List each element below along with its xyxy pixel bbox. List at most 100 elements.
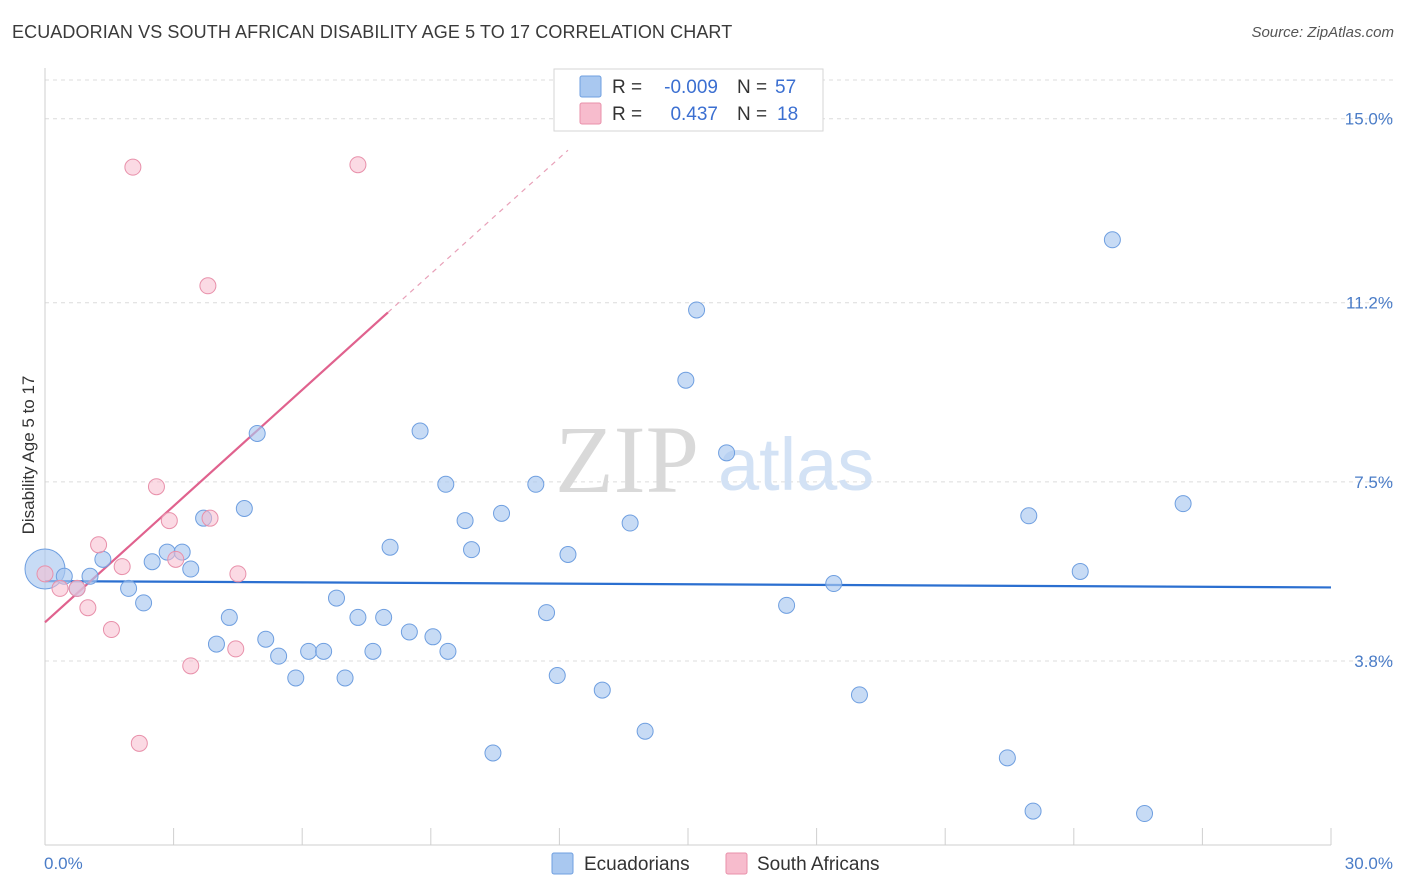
point-ecuadorians-4 [94, 550, 112, 568]
watermark-zip: ZIP [555, 406, 699, 513]
y-axis-label: Disability Age 5 to 17 [19, 376, 38, 535]
point-south-africans-15 [227, 640, 245, 658]
point-south-africans-16 [229, 565, 247, 583]
legend-n-label-2: N = [737, 104, 767, 125]
trend-line-ecuadorians [44, 580, 1332, 589]
axes [44, 68, 1332, 846]
point-ecuadorians-6 [135, 594, 153, 612]
point-ecuadorians-42 [636, 722, 654, 740]
point-south-africans-12 [182, 657, 200, 675]
point-ecuadorians-7 [143, 553, 161, 571]
point-south-africans-17 [349, 156, 367, 174]
point-ecuadorians-47 [825, 575, 843, 593]
y-tick-label-3: 15.0% [1345, 110, 1393, 129]
legend-r-label-1: R = [612, 77, 642, 98]
point-ecuadorians-40 [593, 681, 611, 699]
point-ecuadorians-50 [1020, 507, 1038, 525]
point-ecuadorians-49 [998, 749, 1016, 767]
point-ecuadorians-20 [315, 642, 333, 660]
watermark-atlas: atlas [718, 423, 874, 506]
point-ecuadorians-25 [381, 538, 399, 556]
trend-line-south-africans-extension [387, 149, 569, 313]
point-ecuadorians-46 [778, 596, 796, 614]
x-tick-label-0: 0.0% [44, 854, 83, 873]
point-ecuadorians-34 [484, 744, 502, 762]
point-ecuadorians-21 [327, 589, 345, 607]
point-south-africans-7 [124, 158, 142, 176]
point-ecuadorians-54 [1136, 805, 1154, 823]
y-tick-label-1: 7.5% [1354, 473, 1393, 492]
bottom-legend-swatch-ecuadorians [551, 852, 574, 875]
legend-n-label-1: N = [737, 77, 767, 98]
point-ecuadorians-35 [493, 504, 511, 522]
point-south-africans-4 [90, 536, 108, 554]
bottom-legend-swatch-south-africans [725, 852, 748, 875]
point-south-africans-1 [51, 579, 69, 597]
point-ecuadorians-36 [527, 475, 545, 493]
legend: R = -0.009 N = 57 R = 0.437 N = 18 [553, 68, 824, 132]
point-south-africans-2 [68, 579, 86, 597]
x-tick-label-1: 30.0% [1345, 854, 1393, 873]
point-ecuadorians-3 [81, 567, 99, 585]
point-south-africans-0 [36, 565, 54, 583]
legend-swatch-south-africans [579, 102, 602, 125]
grid-lines [45, 79, 1394, 662]
legend-swatch-ecuadorians [579, 75, 602, 98]
point-ecuadorians-44 [688, 301, 706, 319]
point-ecuadorians-30 [437, 475, 455, 493]
point-ecuadorians-51 [1024, 802, 1042, 820]
point-ecuadorians-24 [364, 642, 382, 660]
point-ecuadorians-31 [439, 642, 457, 660]
point-ecuadorians-22 [336, 669, 354, 687]
point-ecuadorians-37 [538, 604, 556, 622]
point-ecuadorians-39 [559, 545, 577, 563]
point-south-africans-9 [147, 478, 165, 496]
bottom-legend: Ecuadorians South Africans [551, 852, 880, 875]
point-south-africans-8 [130, 734, 148, 752]
point-south-africans-11 [167, 550, 185, 568]
point-ecuadorians-53 [1103, 231, 1121, 249]
point-ecuadorians-10 [182, 560, 200, 578]
point-ecuadorians-38 [548, 667, 566, 685]
point-ecuadorians-16 [257, 630, 275, 648]
y-tick-label-0: 3.8% [1354, 652, 1393, 671]
point-ecuadorians-28 [411, 422, 429, 440]
point-south-africans-14 [201, 509, 219, 527]
legend-r-label-2: R = [612, 104, 642, 125]
legend-n-value-1: 57 [775, 77, 796, 98]
legend-r-value-2: 0.437 [670, 104, 718, 125]
chart-title: ECUADORIAN VS SOUTH AFRICAN DISABILITY A… [12, 22, 733, 42]
point-ecuadorians-55 [1174, 495, 1192, 513]
bottom-legend-label-ecuadorians: Ecuadorians [584, 854, 690, 875]
point-ecuadorians-48 [850, 686, 868, 704]
point-south-africans-3 [79, 599, 97, 617]
trend-lines [44, 149, 1332, 624]
point-south-africans-13 [199, 277, 217, 295]
point-ecuadorians-13 [220, 608, 238, 626]
point-ecuadorians-29 [424, 628, 442, 646]
point-ecuadorians-26 [375, 608, 393, 626]
trend-line-south-africans [44, 311, 389, 624]
point-south-africans-10 [160, 512, 178, 530]
point-south-africans-6 [113, 558, 131, 576]
point-ecuadorians-19 [300, 642, 318, 660]
point-south-africans-5 [102, 621, 120, 639]
bottom-legend-label-south-africans: South Africans [757, 854, 880, 875]
point-ecuadorians-33 [463, 541, 481, 559]
tick-labels: 3.8% 7.5% 11.2% 15.0% 0.0% 30.0% [44, 110, 1393, 873]
point-ecuadorians-14 [248, 424, 266, 442]
point-ecuadorians-18 [287, 669, 305, 687]
point-ecuadorians-27 [400, 623, 418, 641]
point-ecuadorians-5 [120, 579, 138, 597]
legend-n-value-2: 18 [777, 104, 798, 125]
point-ecuadorians-12 [207, 635, 225, 653]
y-tick-label-2: 11.2% [1346, 294, 1393, 313]
point-ecuadorians-17 [270, 647, 288, 665]
point-ecuadorians-41 [621, 514, 639, 532]
point-ecuadorians-32 [456, 512, 474, 530]
data-points [24, 156, 1192, 823]
point-ecuadorians-15 [235, 499, 253, 517]
point-ecuadorians-23 [349, 608, 367, 626]
point-ecuadorians-43 [677, 371, 695, 389]
